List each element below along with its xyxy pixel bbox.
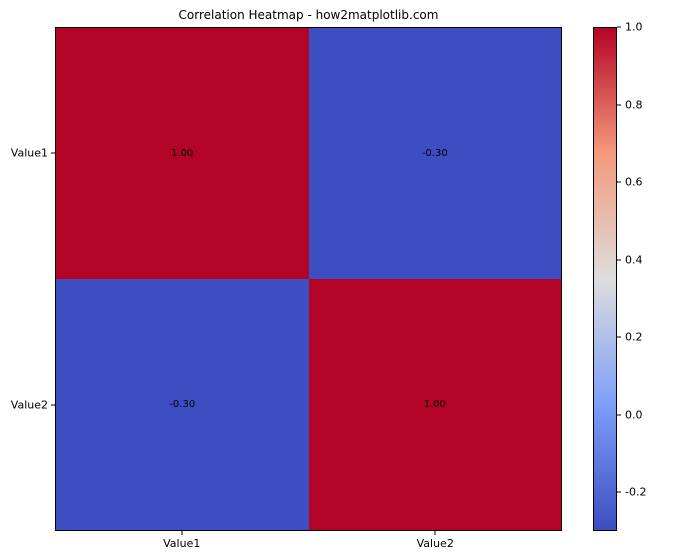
colorbar-tick-label-4: 0.2 (625, 330, 643, 344)
x-tick-mark (434, 531, 436, 535)
y-tick-mark (51, 152, 55, 154)
colorbar-tick-label-2: 0.6 (625, 175, 643, 189)
heatmap-cell-0-1: -0.30 (308, 28, 561, 279)
heatmap-cell-value: -0.30 (169, 399, 196, 410)
colorbar-tick-mark (617, 104, 621, 106)
chart-title: Correlation Heatmap - how2matplotlib.com (178, 8, 439, 22)
colorbar-tick-mark (617, 491, 621, 493)
y-axis-labels: Value1 Value2 (0, 27, 48, 531)
colorbar-tick-label-0: 1.0 (625, 20, 643, 34)
heatmap-cell-1-0: -0.30 (56, 279, 309, 530)
heatmap-cell-value: -0.30 (421, 148, 448, 159)
heatmap-cell-value: 1.00 (171, 148, 194, 159)
colorbar-tick-mark (617, 414, 621, 416)
heatmap-cell-value: 1.00 (423, 399, 446, 410)
y-tick-label-1: Value2 (10, 398, 48, 412)
x-axis-labels: Value1 Value2 (55, 537, 562, 553)
y-tick-mark (51, 404, 55, 406)
colorbar (593, 27, 617, 531)
colorbar-tick-label-1: 0.8 (625, 98, 643, 112)
colorbar-tick-mark (617, 181, 621, 183)
colorbar-tick-label-5: 0.0 (625, 408, 643, 422)
colorbar-ticks: 1.0 0.8 0.6 0.4 0.2 0.0 -0.2 (617, 21, 677, 531)
x-tick-label-0: Value1 (163, 537, 201, 550)
colorbar-tick-mark (617, 336, 621, 338)
x-tick-label-1: Value2 (416, 537, 454, 550)
x-tick-mark (181, 531, 183, 535)
colorbar-tick-mark (617, 26, 621, 28)
heatmap-cell-1-1: 1.00 (308, 279, 561, 530)
colorbar-tick-label-6: -0.2 (625, 485, 647, 499)
colorbar-tick-label-3: 0.4 (625, 253, 643, 267)
colorbar-tick-mark (617, 259, 621, 261)
y-tick-label-0: Value1 (10, 146, 48, 160)
heatmap-cell-0-0: 1.00 (56, 28, 309, 279)
heatmap-grid: 1.00 -0.30 -0.30 1.00 (55, 27, 562, 531)
